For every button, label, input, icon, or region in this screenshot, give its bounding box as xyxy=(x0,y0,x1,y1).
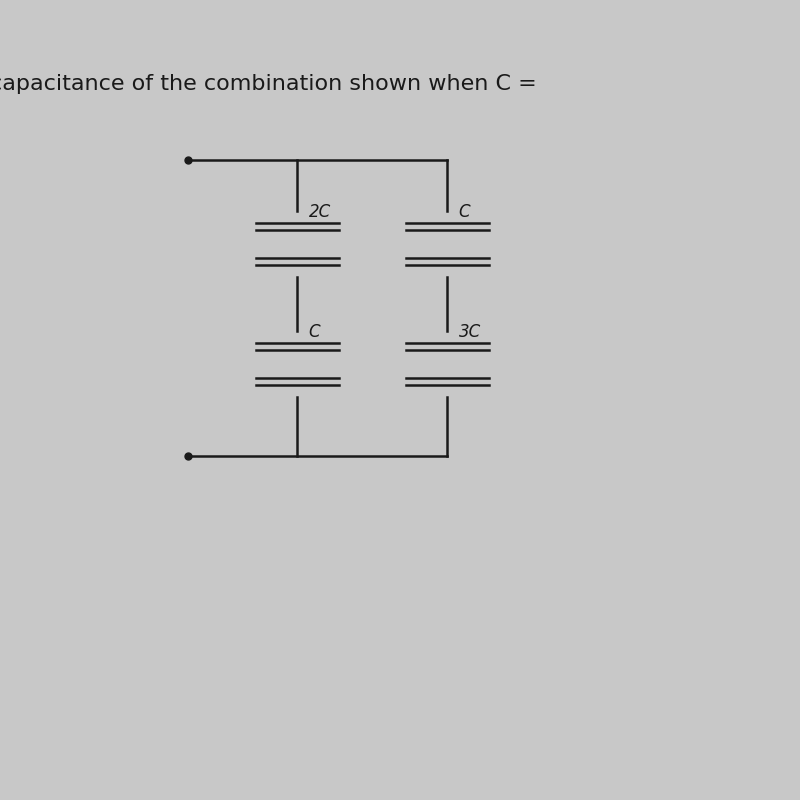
Text: capacitance of the combination shown when C =: capacitance of the combination shown whe… xyxy=(0,74,536,94)
Text: C: C xyxy=(309,322,320,341)
Text: 3C: 3C xyxy=(458,322,481,341)
Text: C: C xyxy=(458,203,470,221)
Text: 2C: 2C xyxy=(309,203,330,221)
